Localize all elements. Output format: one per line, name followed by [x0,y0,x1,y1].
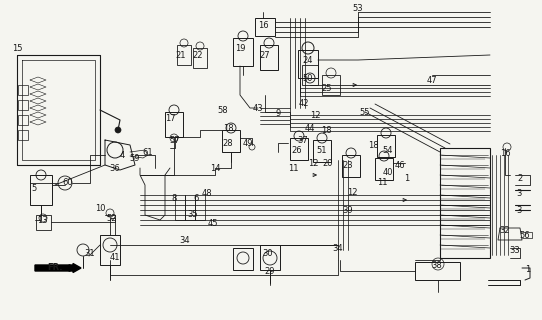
Text: 34: 34 [180,236,190,244]
Text: 49: 49 [243,139,253,148]
Text: 57: 57 [170,135,180,145]
Text: 50: 50 [303,74,313,83]
Text: 14: 14 [210,164,220,172]
Text: 1: 1 [404,173,410,182]
Text: 6: 6 [193,194,199,203]
Text: 44: 44 [305,124,315,132]
Bar [233,248,253,270]
Text: 29: 29 [264,267,275,276]
Text: 13: 13 [37,215,47,225]
Bar [375,158,393,180]
Text: 16: 16 [500,148,511,157]
Bar [233,38,253,66]
Text: 12: 12 [308,158,318,167]
Text: 30: 30 [263,249,273,258]
Text: 37: 37 [298,135,308,145]
Text: 45: 45 [208,219,218,228]
Bar [377,135,395,157]
Text: 8: 8 [171,194,177,203]
Text: 15: 15 [12,44,22,52]
Text: 33: 33 [509,245,520,254]
Text: 5: 5 [31,183,37,193]
Bar [193,48,207,68]
Text: 3: 3 [517,205,522,214]
Text: 36: 36 [109,164,120,172]
Text: 47: 47 [427,76,437,84]
Text: 3: 3 [517,188,522,197]
Bar [440,148,490,258]
Text: 18: 18 [223,124,233,132]
Text: 4: 4 [119,150,125,159]
Text: 55: 55 [360,108,370,116]
Bar [18,115,28,125]
Bar [18,130,28,140]
Bar [260,45,278,70]
Text: 28: 28 [223,139,233,148]
Text: 16: 16 [257,20,268,29]
Text: 35: 35 [188,210,198,219]
Text: 32: 32 [500,226,511,235]
Text: 23: 23 [343,161,353,170]
Text: 56: 56 [520,230,530,239]
Text: 60: 60 [63,178,73,187]
Bar [290,138,308,160]
Text: 43: 43 [253,103,263,113]
Text: 12: 12 [347,188,357,196]
Text: 54: 54 [383,146,393,155]
Bar [100,235,120,265]
Bar [260,245,280,270]
Text: 9: 9 [275,108,281,117]
Bar [415,262,460,280]
Bar [30,175,52,205]
Text: 24: 24 [303,55,313,65]
Text: 11: 11 [288,164,298,172]
Text: 18: 18 [321,125,331,134]
Text: 31: 31 [85,249,95,258]
Bar [18,85,28,95]
Bar [302,65,318,85]
Text: 25: 25 [322,84,332,92]
Bar [36,215,51,230]
Text: 10: 10 [95,204,105,212]
Text: 1: 1 [525,266,531,275]
Bar [342,155,360,177]
Text: 40: 40 [383,167,393,177]
Text: 2: 2 [518,173,522,182]
Text: 11: 11 [377,178,387,187]
Text: 42: 42 [299,99,309,108]
Text: 39: 39 [343,205,353,214]
Bar [222,130,240,152]
Bar [255,18,275,36]
Bar [18,100,28,110]
Text: 59: 59 [130,154,140,163]
Text: 19: 19 [235,44,245,52]
Text: 17: 17 [165,114,175,123]
Text: 12: 12 [309,110,320,119]
Text: 48: 48 [202,188,212,197]
Bar [313,140,331,162]
Text: FR.: FR. [47,262,63,271]
Text: 51: 51 [317,146,327,155]
Text: 27: 27 [260,51,270,60]
Text: 21: 21 [176,51,186,60]
Text: 22: 22 [193,51,203,60]
Bar [298,50,318,78]
Bar [177,45,191,65]
Text: 20: 20 [322,158,333,167]
Circle shape [115,127,121,133]
Text: 34: 34 [333,244,343,252]
Text: 61: 61 [143,148,153,156]
Text: 18: 18 [367,140,378,149]
Text: 41: 41 [109,253,120,262]
Text: 58: 58 [218,106,228,115]
Text: 52: 52 [107,213,117,222]
FancyArrow shape [35,263,81,273]
Bar [322,75,340,95]
Bar [165,112,183,137]
Text: 53: 53 [353,4,363,12]
Text: 38: 38 [431,260,442,269]
Text: 26: 26 [292,146,302,155]
Text: 46: 46 [395,161,405,170]
